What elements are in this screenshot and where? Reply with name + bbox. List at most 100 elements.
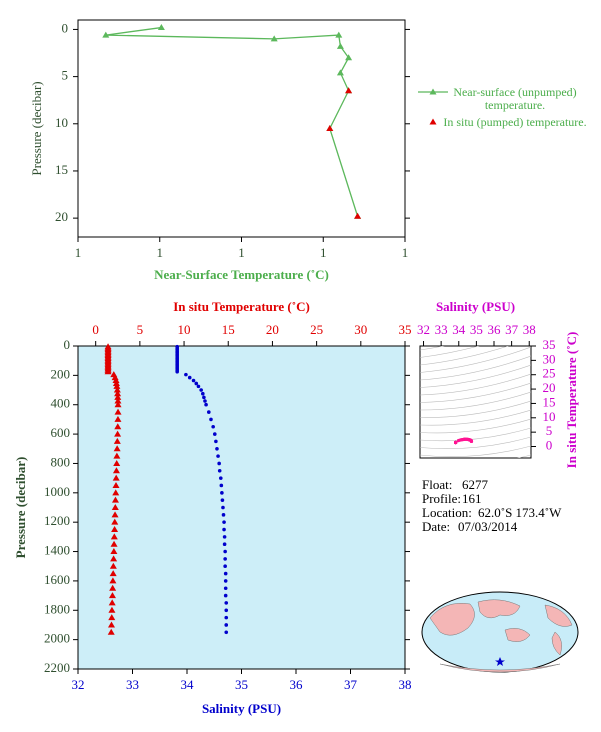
y-tick-label: 10 — [543, 409, 556, 424]
profile-point — [110, 533, 118, 540]
x-tick-label: 1 — [320, 245, 327, 260]
x-tick-label: 5 — [137, 322, 144, 337]
x-tick-label: 25 — [310, 322, 323, 337]
profile-point — [224, 630, 229, 635]
profile-point — [218, 476, 223, 480]
profile-point — [222, 542, 227, 547]
profile-point — [108, 599, 116, 606]
profile-point — [217, 461, 221, 466]
profile-point — [112, 379, 120, 386]
info-label: Profile: — [422, 491, 461, 506]
x-tick-label: 36 — [488, 322, 502, 337]
x-tick-label: 37 — [505, 322, 519, 337]
profile-point — [114, 415, 122, 422]
profile-point — [207, 410, 211, 414]
profile-point — [224, 623, 229, 627]
profile-point — [199, 388, 203, 392]
x-tick-label: 1 — [75, 245, 82, 260]
density-contour — [420, 373, 531, 396]
y-tick-label: 25 — [543, 366, 556, 381]
info-label: Date: — [422, 519, 450, 534]
density-contour — [420, 346, 531, 373]
density-contour — [420, 436, 531, 450]
legend-label: Near-surface (unpumped) temperature. — [453, 85, 577, 112]
profile-point — [109, 570, 117, 577]
x2-axis-label: In situ Temperature (˚C) — [173, 299, 310, 314]
profile-point — [221, 513, 226, 517]
info-value: 6277 — [462, 477, 489, 492]
y-axis-label: Pressure (decibar) — [29, 81, 44, 175]
profile-point — [223, 549, 227, 554]
profile-point — [223, 593, 228, 598]
profile-point — [111, 496, 119, 503]
marker — [335, 31, 343, 38]
marker — [157, 24, 165, 31]
profile-point — [222, 535, 227, 539]
y-tick-label: 15 — [55, 162, 68, 177]
ts-point — [453, 440, 458, 445]
y-tick-label: 2200 — [44, 660, 70, 675]
x-tick-label: 35 — [399, 322, 412, 337]
profile-point — [108, 592, 116, 599]
info-value: 62.0˚S 173.4˚W — [478, 505, 562, 520]
profile-point — [113, 452, 121, 459]
profile-point — [221, 505, 225, 510]
profile-point — [196, 384, 201, 389]
x-tick-label: 15 — [222, 322, 235, 337]
density-contour — [420, 346, 445, 351]
profile-point — [204, 402, 208, 407]
x-axis-label: Near-Surface Temperature (˚C) — [154, 267, 329, 282]
y-tick-label: 400 — [51, 396, 71, 411]
x-tick-label: 34 — [452, 322, 466, 337]
profile-point — [224, 601, 229, 605]
profile-point — [211, 424, 215, 429]
marker — [345, 87, 353, 94]
profile-point — [223, 579, 228, 583]
y-tick-label: 20 — [543, 380, 556, 395]
x-tick-label: 38 — [399, 677, 412, 692]
y-tick-label: 2000 — [44, 631, 70, 646]
info-value: 161 — [462, 491, 482, 506]
profile-point — [209, 417, 213, 422]
marker — [336, 42, 344, 49]
profile-point — [110, 555, 118, 562]
profile-point — [113, 386, 121, 393]
x-tick-label: 34 — [181, 677, 195, 692]
profile-point — [216, 454, 220, 458]
y-tick-label: 1200 — [44, 513, 70, 528]
density-contour — [420, 400, 531, 418]
profile-point — [111, 504, 119, 510]
plot-frame — [419, 345, 532, 459]
density-contour — [420, 427, 531, 442]
profile-point — [223, 571, 228, 576]
marker — [354, 212, 362, 219]
y-tick-label: 1400 — [44, 543, 70, 558]
y-tick-label: 200 — [51, 366, 71, 381]
x-tick-label: 33 — [126, 677, 139, 692]
x-tick-label: 1 — [157, 245, 164, 260]
profile-point — [113, 382, 121, 389]
y-tick-label: 0 — [64, 337, 71, 352]
profile-point — [191, 378, 196, 383]
x-tick-label: 10 — [178, 322, 191, 337]
density-contour — [420, 409, 531, 426]
profile-point — [222, 520, 226, 524]
x-tick-label: 33 — [435, 322, 448, 337]
profile-point — [222, 527, 226, 532]
profile-point — [113, 459, 121, 466]
profile-point — [215, 446, 219, 451]
y-tick-label: 30 — [543, 351, 556, 366]
density-contour — [420, 382, 531, 403]
profile-point — [223, 586, 228, 591]
profile-point — [113, 445, 121, 452]
profile-point — [212, 432, 217, 436]
profile-point — [110, 548, 118, 555]
profile-point — [217, 468, 222, 473]
profile-point — [111, 526, 119, 533]
profile-point — [203, 399, 207, 403]
profile-point — [201, 391, 205, 396]
location-map — [421, 591, 579, 673]
profile-point — [112, 474, 120, 481]
